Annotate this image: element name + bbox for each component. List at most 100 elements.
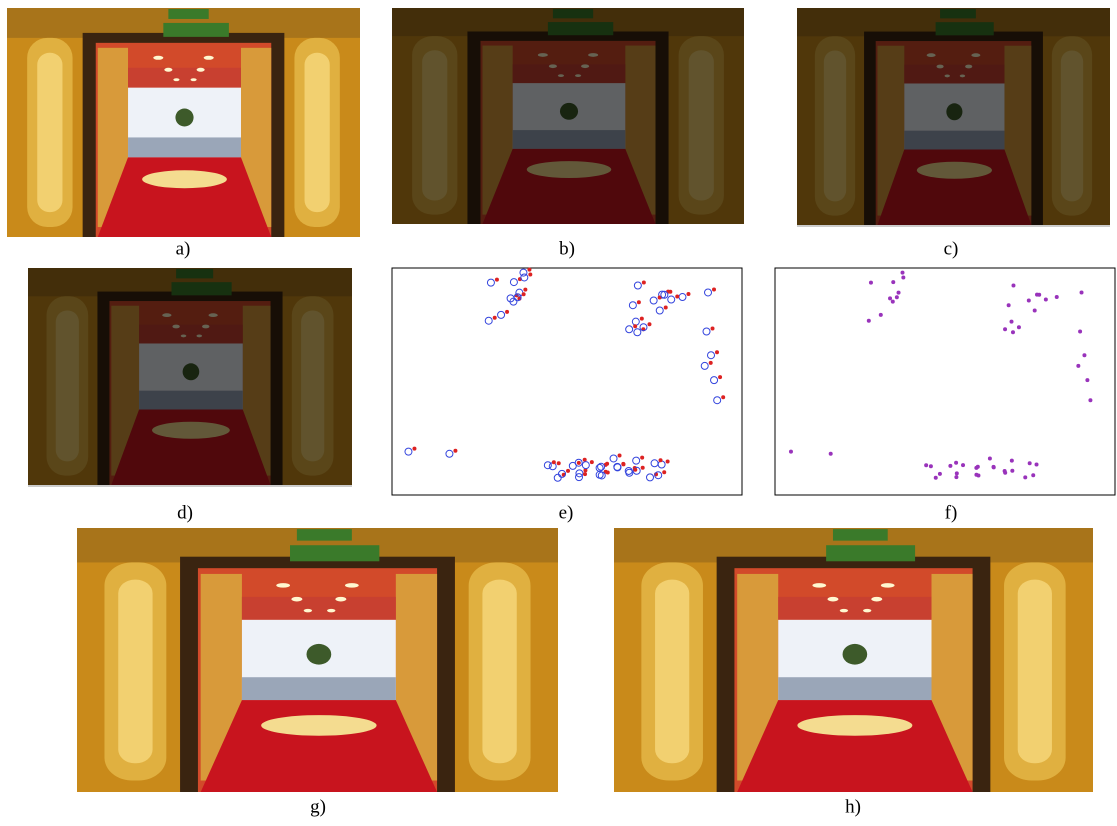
scatter-point	[1023, 475, 1027, 479]
photo-b	[392, 8, 744, 224]
scatter-point	[888, 296, 892, 300]
scatter-point	[522, 292, 526, 296]
scatter-point	[523, 288, 527, 292]
scatter-point	[1044, 298, 1048, 302]
scatter-point	[583, 458, 587, 462]
scatter-point	[1011, 284, 1015, 288]
scatter-point	[1080, 290, 1084, 294]
scatter-point	[924, 463, 928, 467]
scatter-point	[642, 281, 646, 285]
scatter-point	[1033, 309, 1037, 313]
scatter-point	[1007, 303, 1011, 307]
scatter-point	[897, 291, 901, 295]
scatter-point	[1011, 330, 1015, 334]
scatter-point	[721, 395, 725, 399]
scatter-point	[606, 470, 610, 474]
scatter-point	[891, 300, 895, 304]
scatter-point	[412, 447, 416, 451]
scatter-point	[1010, 459, 1014, 463]
photo-a	[7, 8, 360, 237]
scatter-point	[954, 461, 958, 465]
scatter-point	[505, 310, 509, 314]
panel-label: g)	[310, 796, 326, 817]
scatter-point	[686, 292, 690, 296]
scatter-point	[1017, 325, 1021, 329]
scatter-point	[668, 290, 672, 294]
scatter-point	[675, 295, 679, 299]
scatter-point	[1035, 462, 1039, 466]
photo-c	[797, 8, 1110, 226]
scatter-point	[938, 472, 942, 476]
scatter-point	[1085, 378, 1089, 382]
scatter-point	[1003, 471, 1007, 475]
scatter-point	[1010, 469, 1014, 473]
scatter-point	[976, 465, 980, 469]
scatter-point	[711, 326, 715, 330]
scatter-point	[1055, 295, 1059, 299]
scatter-point	[901, 275, 905, 279]
scatter-point	[867, 319, 871, 323]
scatter-point	[934, 476, 938, 480]
scatter-point	[633, 324, 637, 328]
scatter-point	[1027, 299, 1031, 303]
scatter-point	[453, 449, 457, 453]
scatter-point	[948, 464, 952, 468]
scatter-point	[1088, 398, 1092, 402]
photo-h	[614, 528, 1093, 792]
scatter-point	[954, 475, 958, 479]
scatter-point	[895, 295, 899, 299]
scatter-point	[789, 450, 793, 454]
scatter-point	[640, 456, 644, 460]
scatter-point	[718, 375, 722, 379]
scatter-point	[659, 458, 663, 462]
scatter-point	[666, 459, 670, 463]
scatter-point	[1037, 293, 1041, 297]
scatter-point	[1078, 329, 1082, 333]
scatter-point	[640, 317, 644, 321]
scatter-point	[1031, 473, 1035, 477]
scatter-point	[647, 322, 651, 326]
photo-g	[77, 528, 558, 792]
scatter-point	[976, 473, 980, 477]
scatter-point	[1076, 364, 1080, 368]
scatter-point	[712, 287, 716, 291]
scatter-point	[552, 460, 556, 464]
scatter-point	[664, 306, 668, 310]
scatter-point	[528, 272, 532, 276]
scatter-point	[891, 280, 895, 284]
scatter-point	[583, 472, 587, 476]
scatter-point	[929, 464, 933, 468]
scatter-point	[992, 465, 996, 469]
scatter-point	[879, 313, 883, 317]
scatter-point	[641, 466, 645, 470]
photo-d	[28, 268, 352, 486]
scatter-point	[577, 461, 581, 465]
scatter-point	[829, 452, 833, 456]
scatter-point	[618, 453, 622, 457]
scatter-point	[590, 460, 594, 464]
panel-label: d)	[177, 502, 193, 523]
plot-e	[392, 268, 742, 495]
panel-label: a)	[176, 238, 191, 259]
scatter-point	[637, 300, 641, 304]
panel-label: e)	[559, 502, 574, 523]
scatter-point	[633, 468, 637, 472]
figure: a) b) c) d) e) f) g) h)	[0, 0, 1117, 821]
scatter-point	[709, 361, 713, 365]
scatter-point	[869, 281, 873, 285]
scatter-point	[621, 462, 625, 466]
scatter-point	[1082, 353, 1086, 357]
scatter-point	[557, 461, 561, 465]
scatter-point	[901, 271, 905, 275]
scatter-point	[493, 316, 497, 320]
panel-label: f)	[945, 502, 958, 523]
scatter-point	[605, 462, 609, 466]
scatter-point	[495, 278, 499, 282]
panel-label: h)	[845, 796, 861, 817]
scatter-point	[566, 469, 570, 473]
scatter-point	[961, 463, 965, 467]
scatter-point	[662, 470, 666, 474]
scatter-point	[715, 350, 719, 354]
panel-label: c)	[944, 238, 959, 259]
scatter-point	[1010, 320, 1014, 324]
